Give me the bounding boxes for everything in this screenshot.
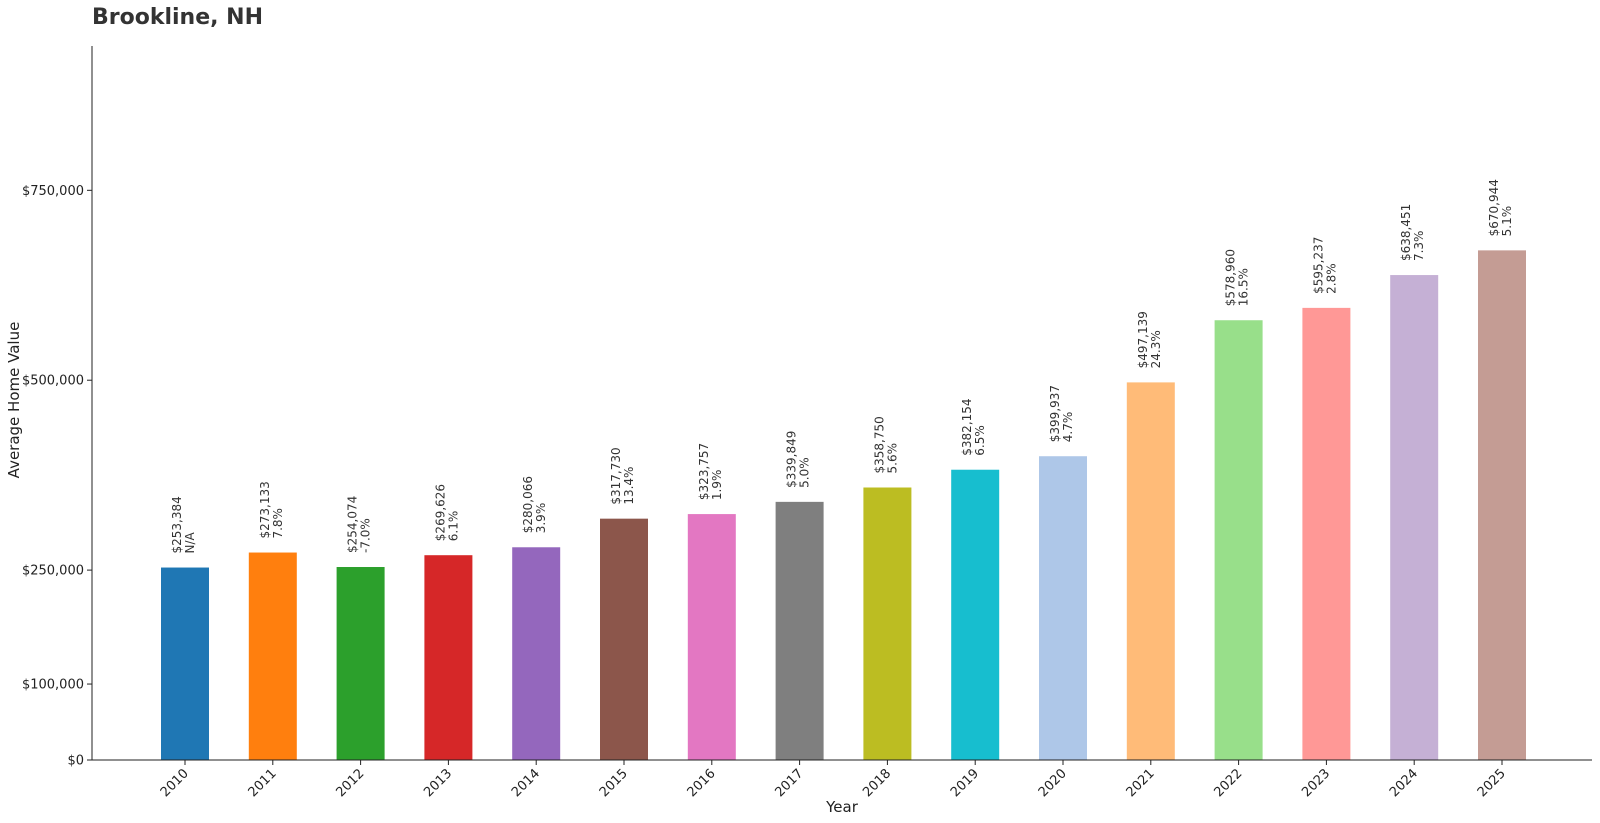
bar-2025 [1478, 250, 1526, 760]
y-axis-label: Average Home Value [5, 322, 23, 479]
data-label-2012: $254,074-7.0% [346, 496, 373, 553]
chart-title: Brookline, NH [92, 5, 263, 30]
change-label-2013: 6.1% [446, 511, 460, 542]
y-tick-label-4: $750,000 [22, 184, 84, 199]
x-tick-label-2011: 2011 [246, 766, 280, 800]
x-tick-label-2021: 2021 [1124, 766, 1158, 800]
data-label-2010: $253,384N/A [170, 496, 197, 553]
change-label-2016: 1.9% [710, 470, 724, 501]
y-tick-label-3: $500,000 [22, 374, 84, 389]
change-label-2012: -7.0% [359, 518, 373, 553]
data-label-2019: $382,1546.5% [960, 398, 987, 455]
value-label-2020: $399,937 [1048, 385, 1062, 442]
value-label-2010: $253,384 [170, 496, 184, 553]
bar-2021 [1126, 382, 1175, 760]
y-ticks-group: $0 $100,000 $250,000 $500,000 $750,000 [22, 184, 92, 769]
x-tick-label-2014: 2014 [509, 766, 543, 800]
change-label-2023: 2.8% [1324, 263, 1338, 294]
bars-group [161, 250, 1526, 760]
x-tick-label-2016: 2016 [685, 766, 719, 800]
bar-2014 [512, 547, 561, 760]
bar-2012 [336, 567, 385, 760]
bar-2016 [687, 514, 736, 760]
bar-2010 [161, 567, 209, 760]
y-tick-label-0: $0 [67, 754, 84, 769]
value-label-2015: $317,730 [609, 447, 623, 504]
change-label-2025: 5.1% [1500, 206, 1514, 237]
value-label-2025: $670,944 [1487, 179, 1501, 236]
change-label-2015: 13.4% [622, 467, 636, 505]
value-label-2013: $269,626 [433, 484, 447, 541]
bar-2017 [775, 501, 824, 760]
change-label-2017: 5.0% [798, 457, 812, 488]
change-label-2010: N/A [183, 532, 197, 554]
x-tick-label-2019: 2019 [948, 766, 982, 800]
bar-2011 [248, 552, 297, 760]
value-label-2024: $638,451 [1399, 204, 1413, 261]
x-tick-label-2020: 2020 [1036, 766, 1070, 800]
x-tick-label-2017: 2017 [772, 766, 806, 800]
value-label-2017: $339,849 [785, 431, 799, 488]
data-labels-group: $253,384N/A $273,1337.8% $254,074-7.0% $269… [170, 179, 1514, 553]
bar-2024 [1390, 275, 1439, 760]
value-label-2023: $595,237 [1311, 237, 1325, 294]
value-label-2019: $382,154 [960, 398, 974, 455]
change-label-2018: 5.6% [885, 443, 899, 474]
data-label-2011: $273,1337.8% [258, 481, 285, 538]
data-label-2021: $497,13924.3% [1136, 311, 1163, 368]
change-label-2024: 7.3% [1412, 231, 1426, 262]
y-tick-label-2: $250,000 [22, 564, 84, 579]
data-label-2014: $280,0663.9% [521, 476, 548, 533]
x-tick-label-2015: 2015 [597, 766, 631, 800]
value-label-2018: $358,750 [872, 416, 886, 473]
data-label-2020: $399,9374.7% [1048, 385, 1075, 442]
x-axis-label: Year [825, 798, 859, 816]
value-label-2021: $497,139 [1136, 311, 1150, 368]
data-label-2015: $317,73013.4% [609, 447, 636, 504]
data-label-2023: $595,2372.8% [1311, 237, 1338, 294]
value-label-2011: $273,133 [258, 481, 272, 538]
data-label-2017: $339,8495.0% [785, 431, 812, 488]
value-label-2022: $578,960 [1224, 249, 1238, 306]
x-ticks-group: 2010 2011 2012 2013 2014 2015 2016 2017 2018 2019… [158, 760, 1509, 800]
value-label-2012: $254,074 [346, 496, 360, 553]
data-label-2024: $638,4517.3% [1399, 204, 1426, 261]
data-label-2022: $578,96016.5% [1224, 249, 1251, 306]
value-label-2014: $280,066 [521, 476, 535, 533]
x-tick-label-2010: 2010 [158, 766, 192, 800]
x-tick-label-2024: 2024 [1387, 766, 1421, 800]
change-label-2011: 7.8% [271, 508, 285, 539]
bar-2020 [1039, 456, 1087, 760]
change-label-2021: 24.3% [1149, 330, 1163, 368]
change-label-2014: 3.9% [534, 503, 548, 534]
bar-2015 [600, 518, 648, 760]
bar-2022 [1214, 320, 1263, 760]
data-label-2013: $269,6266.1% [433, 484, 460, 541]
change-label-2022: 16.5% [1237, 268, 1251, 306]
x-tick-label-2012: 2012 [333, 766, 367, 800]
x-tick-label-2013: 2013 [421, 766, 455, 800]
data-label-2016: $323,7571.9% [697, 443, 724, 500]
change-label-2020: 4.7% [1061, 412, 1075, 443]
value-label-2016: $323,757 [697, 443, 711, 500]
x-tick-label-2023: 2023 [1299, 766, 1333, 800]
y-tick-label-1: $100,000 [22, 678, 84, 693]
bar-2023 [1302, 307, 1351, 760]
change-label-2019: 6.5% [973, 425, 987, 456]
bar-2013 [424, 555, 473, 760]
x-tick-label-2022: 2022 [1211, 766, 1245, 800]
data-label-2018: $358,7505.6% [872, 416, 899, 473]
x-tick-label-2018: 2018 [860, 766, 894, 800]
bar-2019 [951, 469, 1000, 760]
data-label-2025: $670,9445.1% [1487, 179, 1514, 236]
bar-2018 [863, 487, 912, 760]
x-tick-label-2025: 2025 [1475, 766, 1509, 800]
